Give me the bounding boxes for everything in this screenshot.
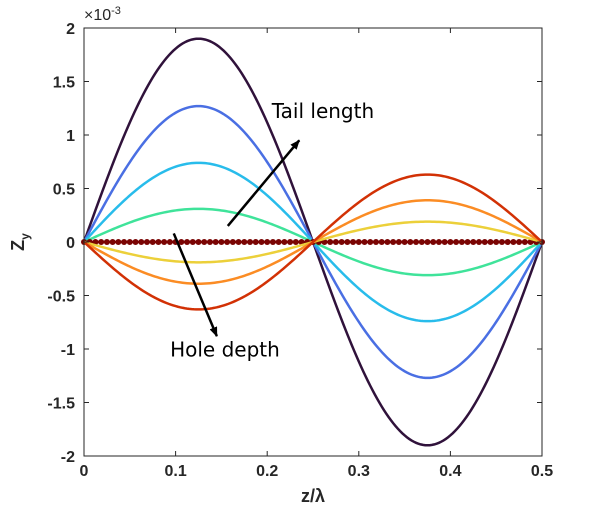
series-marker — [224, 239, 231, 245]
series-marker — [372, 239, 379, 245]
series-marker — [143, 239, 150, 245]
series-marker — [195, 239, 202, 245]
series-marker — [498, 239, 505, 245]
series-marker — [292, 239, 299, 245]
x-tick-label: 0.2 — [256, 463, 278, 480]
series-marker — [424, 239, 431, 245]
annotation-label: Tail length — [271, 99, 374, 123]
y-tick-label: 1.5 — [53, 75, 75, 92]
y-axis-label: Zy — [8, 233, 32, 251]
series-marker — [138, 239, 145, 245]
series-marker — [258, 239, 265, 245]
series-marker — [447, 239, 454, 245]
series-marker — [184, 239, 191, 245]
y-tick-label: -2 — [61, 449, 75, 466]
series-marker — [384, 239, 391, 245]
series-line-8 — [83, 173, 543, 311]
series-marker — [269, 239, 276, 245]
series-marker — [413, 239, 420, 245]
y-tick-label: 1 — [66, 128, 75, 145]
series-marker — [103, 239, 110, 245]
series-marker — [189, 239, 196, 245]
annotation-arrow — [172, 232, 218, 338]
series-marker — [247, 239, 254, 245]
series-marker — [390, 239, 397, 245]
axis-ticks: 0 0.1 0.2 0.3 0.4 0.5 -2 -1.5 -1 -0.5 0 0.5 1 1.5 2 — [47, 21, 553, 480]
y-tick-label: -0.5 — [47, 289, 75, 306]
series-marker — [275, 239, 282, 245]
annotation-arrow — [226, 139, 301, 227]
series-marker — [435, 239, 442, 245]
series-marker — [287, 239, 294, 245]
series-marker — [487, 239, 494, 245]
series-marker — [470, 239, 477, 245]
annotation-label: Hole depth — [170, 337, 280, 361]
series-marker — [121, 239, 128, 245]
x-tick-label: 0.5 — [531, 463, 553, 480]
series-marker — [115, 239, 122, 245]
x-tick-label: 0.3 — [348, 463, 370, 480]
series-marker — [516, 239, 523, 245]
series-marker — [407, 239, 414, 245]
annotations: Tail length Hole depth — [170, 99, 374, 362]
series-marker — [338, 239, 345, 245]
x-axis-label: z/λ — [301, 486, 325, 506]
series-marker — [166, 239, 173, 245]
series-marker — [458, 239, 465, 245]
series-marker — [378, 239, 385, 245]
series-marker — [109, 239, 116, 245]
x-tick-label: 0 — [80, 463, 89, 480]
series-marker — [332, 239, 339, 245]
series-marker — [453, 239, 460, 245]
series-marker — [264, 239, 271, 245]
series-marker — [132, 239, 139, 245]
series-marker — [126, 239, 133, 245]
series-marker — [395, 239, 402, 245]
series-marker — [355, 239, 362, 245]
series-marker — [235, 239, 242, 245]
series-marker — [155, 239, 162, 245]
y-tick-label: 0 — [66, 235, 75, 252]
series-marker — [149, 239, 156, 245]
series-marker — [98, 239, 105, 245]
series-marker — [281, 239, 288, 245]
series-marker — [504, 239, 511, 245]
series-marker — [252, 239, 259, 245]
plot-lines — [81, 37, 545, 447]
series-marker — [212, 239, 219, 245]
series-marker — [361, 239, 368, 245]
series-marker — [481, 239, 488, 245]
series-marker — [367, 239, 374, 245]
y-tick-label: 0.5 — [53, 182, 75, 199]
series-marker — [401, 239, 408, 245]
series-marker — [510, 239, 517, 245]
series-marker — [493, 239, 500, 245]
y-exponent-label: ×10-3 — [84, 5, 121, 24]
series-marker — [430, 239, 437, 245]
series-marker — [464, 239, 471, 245]
series-marker — [418, 239, 425, 245]
series-marker — [327, 239, 334, 245]
series-marker — [521, 239, 528, 245]
series-marker — [229, 239, 236, 245]
y-tick-label: -1 — [61, 342, 75, 359]
series-marker — [178, 239, 185, 245]
series-marker — [218, 239, 225, 245]
x-tick-label: 0.1 — [164, 463, 186, 480]
y-tick-label: 2 — [66, 21, 75, 38]
series-marker — [350, 239, 357, 245]
series-marker — [206, 239, 213, 245]
series-marker — [161, 239, 168, 245]
series-marker — [441, 239, 448, 245]
y-tick-label: -1.5 — [47, 396, 75, 413]
series-marker — [241, 239, 248, 245]
series-marker — [344, 239, 351, 245]
series-marker — [201, 239, 208, 245]
x-tick-label: 0.4 — [439, 463, 461, 480]
series-marker — [476, 239, 483, 245]
